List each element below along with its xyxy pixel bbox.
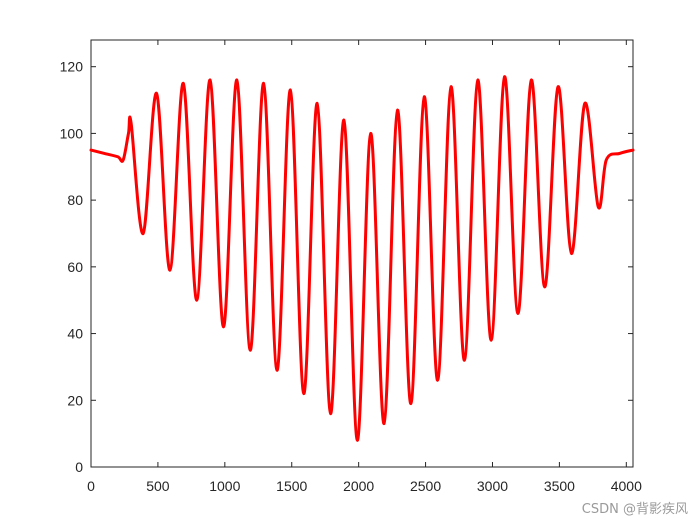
x-tick-label: 1500 <box>276 478 307 494</box>
x-tick-label: 2500 <box>410 478 441 494</box>
watermark: CSDN @背影疾风 <box>581 502 688 517</box>
x-tick-label: 4000 <box>611 478 642 494</box>
x-tick-label: 500 <box>146 478 170 494</box>
series-line <box>89 75 635 442</box>
y-tick-label: 40 <box>67 326 83 342</box>
y-tick-label: 0 <box>75 459 83 475</box>
x-axis-ticks: 0 500 1000 1500 2000 2500 3000 3500 4000 <box>87 40 642 494</box>
y-tick-label: 60 <box>67 259 83 275</box>
y-tick-label: 20 <box>67 392 83 408</box>
x-tick-label: 3000 <box>477 478 508 494</box>
x-tick-label: 1000 <box>209 478 240 494</box>
y-axis-ticks: 0 20 40 60 80 100 120 <box>60 59 633 475</box>
y-tick-label: 120 <box>60 59 84 75</box>
x-tick-label: 3500 <box>544 478 575 494</box>
x-tick-label: 0 <box>87 478 95 494</box>
y-tick-label: 100 <box>60 125 84 141</box>
x-tick-label: 2000 <box>343 478 374 494</box>
y-tick-label: 80 <box>67 192 83 208</box>
